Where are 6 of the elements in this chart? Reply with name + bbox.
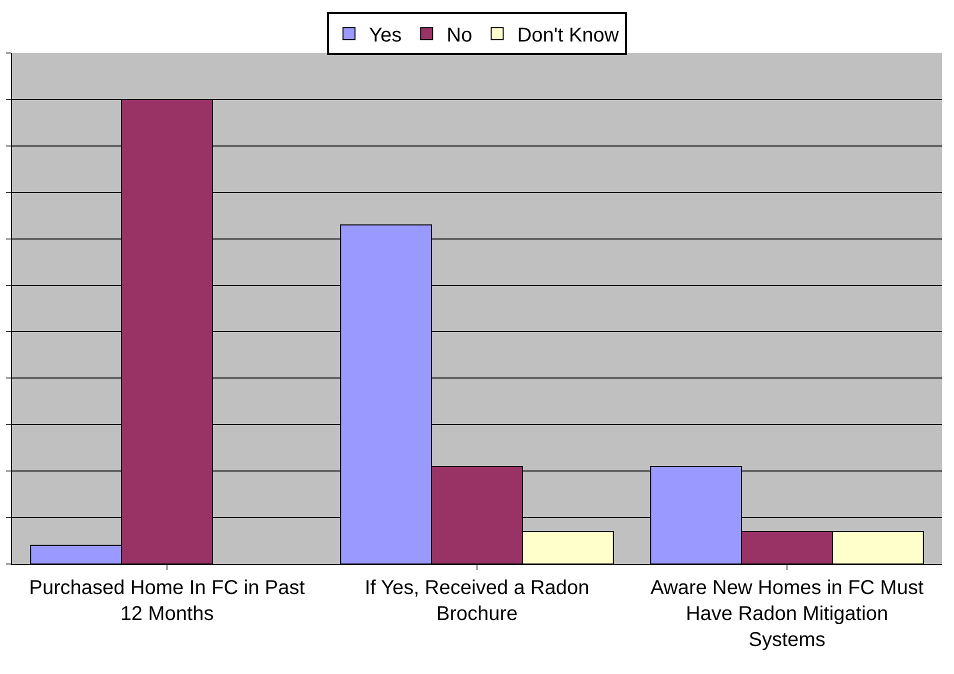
x-tick-label: Purchased Home In FC in Past 12 Months xyxy=(29,577,306,625)
x-tick-label: If Yes, Received a Radon Brochure xyxy=(364,577,590,625)
legend-label: Yes xyxy=(369,24,402,46)
x-tick-label: Aware New Homes in FC Must Have Radon Mitigation Systems xyxy=(650,577,924,651)
legend-label: Don't Know xyxy=(517,24,620,46)
legend-label: No xyxy=(446,24,472,46)
